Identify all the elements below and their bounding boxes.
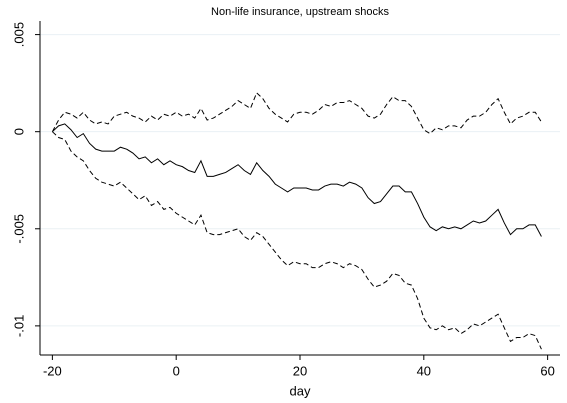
x-tick-label: 40 bbox=[417, 363, 431, 378]
series-line bbox=[52, 123, 542, 237]
x-tick-label: 20 bbox=[293, 363, 307, 378]
y-tick-label: 0 bbox=[11, 128, 26, 135]
x-axis-label: day bbox=[290, 383, 311, 398]
y-tick-label: -.005 bbox=[11, 214, 26, 244]
x-tick-label: 60 bbox=[540, 363, 554, 378]
x-tick-label: -20 bbox=[43, 363, 62, 378]
y-tick-label: -.01 bbox=[11, 315, 26, 337]
series-line bbox=[51, 91, 542, 135]
y-tick-label: .005 bbox=[11, 22, 26, 47]
chart-title: Non-life insurance, upstream shocks bbox=[211, 6, 389, 18]
series-line bbox=[52, 131, 542, 350]
x-tick-label: 0 bbox=[173, 363, 180, 378]
